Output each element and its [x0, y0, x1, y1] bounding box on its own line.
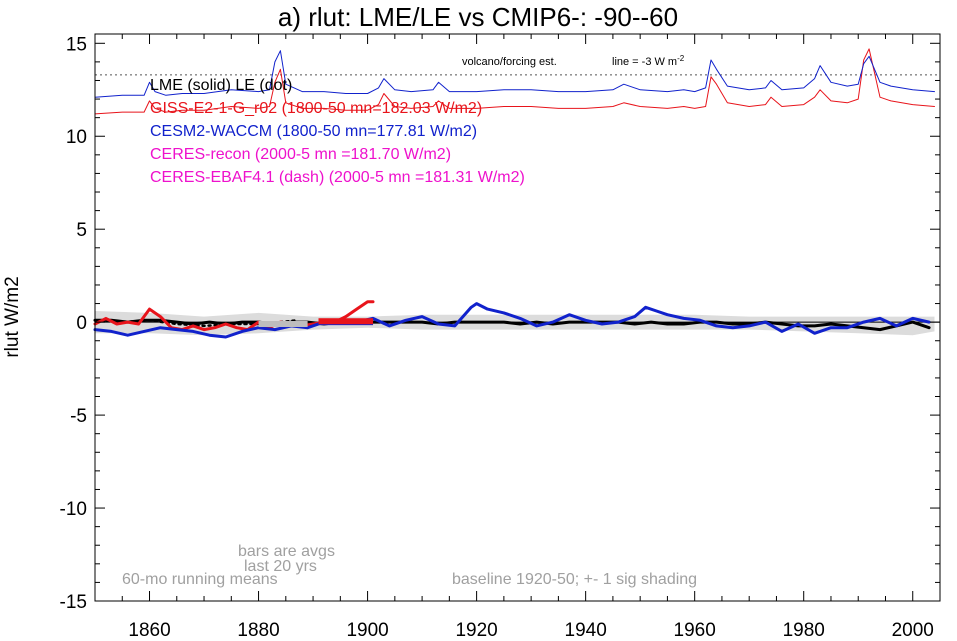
y-tick-label: 5: [76, 220, 87, 241]
x-tick-label: 1860: [128, 620, 170, 641]
x-tick-label: 1900: [346, 620, 388, 641]
baseline-note: baseline 1920-50; +- 1 sig shading: [452, 571, 697, 588]
legend-entry-1: GISS-E2-1-G_r02 (1800-50 mn=182.03 W/m2): [150, 100, 482, 117]
series-cesm2-waccm-forcing: [94, 50, 935, 98]
bar-giss-avg: [318, 318, 374, 325]
series-lines: [93, 48, 935, 339]
y-tick-label: -5: [70, 406, 87, 427]
legend-entry-4: CERES-EBAF4.1 (dash) (2000-5 mn =181.31 …: [150, 169, 525, 186]
volcano-label: volcano/forcing est.: [462, 56, 557, 68]
x-tick-label: 1980: [783, 620, 825, 641]
x-tick-label: 2000: [892, 620, 934, 641]
series-giss-e2-1-g-r02-forcing: [94, 48, 935, 115]
legend-entry-2: CESM2-WACCM (1800-50 mn=177.81 W/m2): [150, 123, 477, 140]
line-label-text: line = -3 W m: [612, 56, 677, 68]
x-tick-label: 1920: [455, 620, 497, 641]
chart-title: a) rlut: LME/LE vs CMIP6-: -90--60: [278, 2, 678, 32]
axes: -15 -10 -5 0 5 10 15 1860 1880 1900 1920 1940 1960 19…: [60, 33, 941, 641]
bars-note-line-2: last 20 yrs: [244, 558, 317, 575]
x-tick-label: 1940: [565, 620, 607, 641]
bars-note-line-1: bars are avgs: [238, 543, 335, 560]
y-tick-label: -15: [60, 592, 87, 613]
x-tick-label: 1960: [674, 620, 716, 641]
bar-lme-avg: [258, 321, 308, 328]
running-mean-note: 60-mo running means: [122, 571, 278, 588]
average-bars: [258, 318, 374, 328]
plot-frame: [94, 33, 941, 602]
y-tick-label: 15: [66, 34, 87, 55]
y-axis-label: rlut W/m2: [2, 276, 23, 357]
y-tick-label: -10: [60, 499, 87, 520]
legend: LME (solid) LE (dot) GISS-E2-1-G_r02 (180…: [150, 77, 525, 186]
y-tick-label: 10: [66, 127, 87, 148]
x-tick-label: 1880: [237, 620, 279, 641]
line-label-superscript: -2: [677, 54, 685, 63]
legend-entry-3: CERES-recon (2000-5 mn =181.70 W/m2): [150, 146, 451, 163]
line-label: line = -3 W m-2: [612, 54, 685, 68]
series-cesm2-waccm: [93, 302, 931, 339]
y-tick-label: 0: [76, 313, 87, 334]
legend-entry-0: LME (solid) LE (dot): [150, 77, 292, 94]
